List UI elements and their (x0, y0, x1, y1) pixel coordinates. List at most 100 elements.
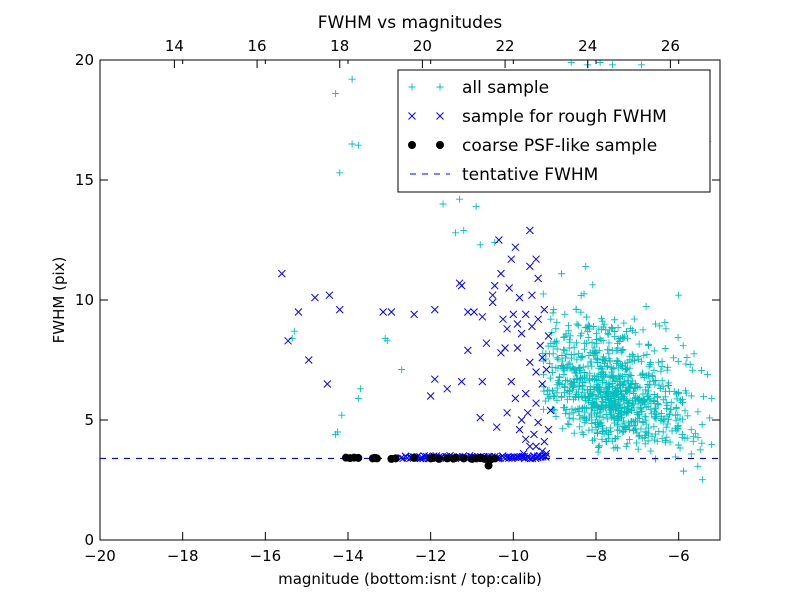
data-point-all-sample (558, 352, 566, 360)
data-point-all-sample (563, 364, 571, 372)
data-point-all-sample (628, 402, 636, 410)
data-point-all-sample (611, 415, 619, 423)
data-point-all-sample (577, 291, 585, 299)
top-x-tick-label: 18 (330, 37, 349, 55)
data-point-all-sample (560, 371, 568, 379)
data-point-all-sample (609, 374, 617, 382)
data-point-all-sample (617, 362, 625, 370)
top-x-tick-label: 20 (413, 37, 432, 55)
data-point-all-sample (606, 397, 614, 405)
data-point-all-sample (595, 443, 603, 451)
data-point-all-sample (564, 420, 572, 428)
data-point-all-sample (592, 330, 600, 338)
data-point-rough-fwhm (538, 452, 547, 461)
data-point-all-sample (576, 366, 584, 374)
data-point-rough-fwhm (509, 310, 518, 319)
data-point-all-sample (652, 376, 660, 384)
data-point-all-sample (551, 392, 559, 400)
data-point-all-sample (708, 441, 716, 449)
data-point-rough-fwhm (457, 377, 466, 386)
data-point-all-sample (644, 372, 652, 380)
data-point-all-sample (566, 336, 574, 344)
data-point-rough-fwhm (540, 305, 549, 314)
data-point-coarse-psf (459, 454, 468, 463)
data-point-rough-fwhm (546, 406, 555, 415)
data-point-all-sample (608, 413, 616, 421)
data-point-all-sample (460, 226, 468, 234)
data-point-all-sample (615, 407, 623, 415)
data-point-rough-fwhm (488, 298, 497, 307)
data-point-all-sample (565, 421, 573, 429)
data-point-all-sample (683, 434, 691, 442)
data-point-all-sample (583, 313, 591, 321)
plot-marks (100, 60, 720, 484)
data-point-rough-fwhm (495, 236, 503, 244)
data-point-rough-fwhm (517, 416, 526, 424)
data-point-all-sample (640, 351, 648, 359)
data-point-all-sample (657, 367, 665, 375)
data-point-all-sample (679, 342, 687, 350)
data-point-all-sample (554, 355, 562, 363)
data-point-all-sample (568, 379, 576, 387)
data-point-rough-fwhm (430, 305, 439, 314)
data-point-rough-fwhm (294, 308, 303, 316)
data-point-all-sample (619, 364, 627, 372)
data-point-all-sample (592, 356, 600, 364)
data-point-all-sample (553, 345, 561, 353)
data-point-all-sample (618, 381, 626, 389)
data-point-all-sample (674, 441, 682, 449)
legend-label: coarse PSF-like sample (462, 136, 657, 156)
legend: all sample sample for rough FWHM coarse PS… (397, 69, 711, 193)
data-point-all-sample (704, 370, 712, 378)
data-point-all-sample (662, 423, 670, 431)
data-point-all-sample (602, 437, 610, 445)
x-axis-label: magnitude (bottom:isnt / top:calib) (278, 570, 542, 588)
data-point-rough-fwhm (304, 356, 313, 364)
data-point-rough-fwhm (443, 384, 452, 393)
data-point-all-sample (673, 395, 681, 403)
data-point-rough-fwhm (457, 281, 466, 290)
data-point-all-sample (698, 420, 706, 428)
series-rough-fwhm-sample (278, 226, 555, 463)
data-point-rough-fwhm (335, 305, 344, 314)
data-point-all-sample (641, 440, 649, 448)
top-x-tick-label: 26 (661, 37, 680, 55)
data-point-all-sample (641, 413, 649, 421)
x-tick-label: −12 (415, 547, 447, 565)
data-point-all-sample (550, 306, 558, 314)
data-point-all-sample (603, 346, 611, 354)
data-point-rough-fwhm (521, 435, 530, 444)
data-point-all-sample (674, 357, 682, 365)
data-point-all-sample (694, 433, 702, 441)
data-point-rough-fwhm (325, 291, 334, 300)
data-point-all-sample (451, 229, 459, 237)
data-point-rough-fwhm (476, 413, 485, 422)
legend-label: tentative FWHM (462, 165, 598, 185)
data-point-all-sample (654, 399, 662, 407)
x-tick-label: −14 (332, 547, 364, 565)
data-point-all-sample (667, 406, 675, 414)
data-point-all-sample (546, 374, 554, 382)
data-point-all-sample (670, 388, 678, 396)
data-point-all-sample (566, 332, 574, 340)
data-point-all-sample (636, 404, 644, 412)
data-point-coarse-psf (484, 461, 493, 470)
data-point-all-sample (563, 350, 571, 358)
data-point-all-sample (565, 344, 573, 352)
data-point-rough-fwhm (526, 442, 534, 451)
data-point-all-sample (580, 290, 588, 298)
data-point-all-sample (672, 424, 680, 432)
data-point-all-sample (651, 455, 659, 463)
data-point-all-sample (678, 433, 686, 441)
data-point-all-sample (491, 238, 499, 246)
data-point-rough-fwhm (464, 308, 472, 316)
data-point-all-sample (563, 376, 571, 384)
data-point-all-sample (614, 391, 622, 399)
data-point-all-sample (338, 411, 346, 419)
data-point-all-sample (577, 354, 585, 362)
y-tick-label: 20 (75, 51, 94, 69)
data-point-all-sample (354, 394, 362, 402)
data-point-all-sample (565, 327, 573, 335)
data-point-all-sample (698, 476, 706, 484)
data-point-all-sample (588, 426, 596, 434)
